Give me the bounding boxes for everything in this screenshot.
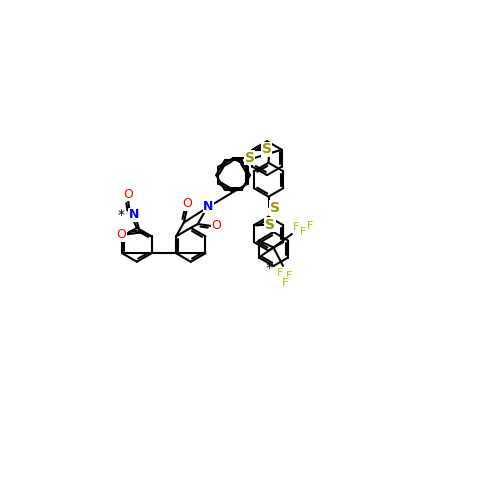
Text: O: O [182, 197, 192, 210]
Text: F: F [282, 278, 288, 288]
Text: F: F [300, 226, 306, 236]
Text: F: F [286, 271, 292, 281]
Text: *: * [118, 208, 124, 222]
Text: F: F [277, 268, 283, 278]
Text: O: O [116, 228, 126, 241]
Text: *: * [266, 261, 272, 275]
Text: O: O [123, 188, 133, 201]
Text: N: N [204, 200, 214, 213]
Text: S: S [244, 151, 254, 165]
Text: S: S [265, 218, 275, 232]
Text: F: F [292, 222, 299, 232]
Text: F: F [306, 220, 313, 230]
Text: S: S [270, 201, 280, 215]
Text: N: N [128, 208, 139, 222]
Text: O: O [212, 220, 221, 232]
Text: S: S [262, 142, 272, 156]
